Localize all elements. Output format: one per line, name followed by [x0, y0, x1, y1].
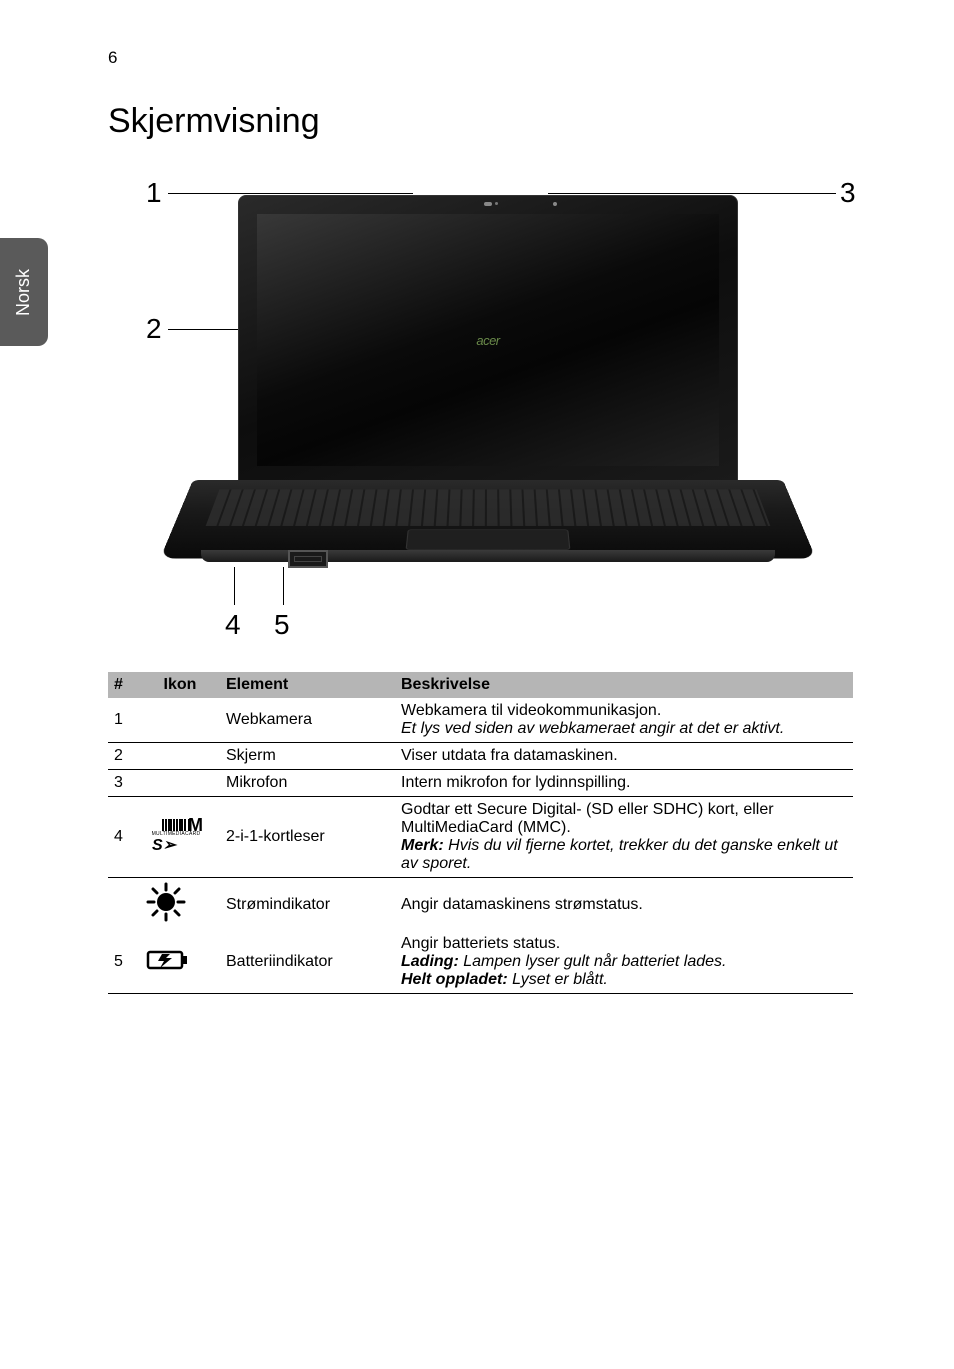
sd-label: S➢	[152, 835, 206, 855]
table-row: Strømindikator Angir datamaskinens strøm…	[108, 878, 853, 932]
cell-element: Strømindikator	[220, 878, 395, 932]
cell-icon: M MULTIMEDIACARD S➢	[140, 797, 220, 878]
desc-note-label: Lading:	[401, 953, 459, 970]
cell-num: 1	[108, 698, 140, 743]
laptop-keyboard-keys	[206, 489, 771, 526]
cell-num	[108, 878, 140, 932]
power-indicator-icon	[146, 909, 186, 926]
laptop-illustration: acer	[193, 195, 783, 595]
acer-logo: acer	[476, 333, 499, 348]
cell-element: Batteriindikator	[220, 931, 395, 994]
callout-line	[168, 193, 413, 194]
cell-num: 4	[108, 797, 140, 878]
language-side-tab: Norsk	[0, 238, 48, 346]
desc-note-label: Helt oppladet:	[401, 971, 508, 988]
cell-desc: Intern mikrofon for lydinnspilling.	[395, 770, 853, 797]
cell-desc: Godtar ett Secure Digital- (SD eller SDH…	[395, 797, 853, 878]
laptop-keyboard-base	[160, 480, 816, 559]
cell-icon	[140, 743, 220, 770]
callout-4: 4	[225, 609, 241, 641]
cell-num: 2	[108, 743, 140, 770]
card-slot-inner	[294, 556, 322, 562]
cell-icon	[140, 931, 220, 994]
table-header-row: # Ikon Element Beskrivelse	[108, 672, 853, 698]
callout-5: 5	[274, 609, 290, 641]
cell-icon	[140, 698, 220, 743]
mmc-sd-icon: M MULTIMEDIACARD S➢	[146, 819, 206, 855]
desc-text: Webkamera til videokommunikasjon.	[401, 702, 661, 719]
desc-note-label: Merk:	[401, 837, 444, 854]
cell-desc: Angir batteriets status. Lading: Lampen …	[395, 931, 853, 994]
components-table: # Ikon Element Beskrivelse 1 Webkamera W…	[108, 672, 853, 994]
desc-note: Et lys ved siden av webkameraet angir at…	[401, 720, 784, 737]
cell-element: Mikrofon	[220, 770, 395, 797]
table-row: 2 Skjerm Viser utdata fra datamaskinen.	[108, 743, 853, 770]
language-side-tab-label: Norsk	[13, 268, 34, 315]
cell-num: 3	[108, 770, 140, 797]
mic-icon	[553, 202, 557, 206]
cell-icon	[140, 770, 220, 797]
laptop-screen-inner: acer	[257, 214, 719, 466]
desc-text: Angir batteriets status.	[401, 935, 560, 952]
cell-num: 5	[108, 931, 140, 994]
cell-element: 2-i-1-kortleser	[220, 797, 395, 878]
th-element: Element	[220, 672, 395, 698]
cell-desc: Webkamera til videokommunikasjon. Et lys…	[395, 698, 853, 743]
cell-element: Webkamera	[220, 698, 395, 743]
desc-note: Lyset er blått.	[508, 971, 608, 988]
callout-2: 2	[146, 313, 162, 345]
th-num: #	[108, 672, 140, 698]
page-number: 6	[108, 48, 117, 68]
callout-line	[548, 193, 836, 194]
desc-note: Hvis du vil fjerne kortet, trekker du de…	[401, 837, 838, 872]
th-icon: Ikon	[140, 672, 220, 698]
laptop-figure: 1 3 2 4 5 acer	[108, 165, 868, 645]
laptop-screen-panel: acer	[238, 195, 738, 485]
table-row: 3 Mikrofon Intern mikrofon for lydinnspi…	[108, 770, 853, 797]
th-desc: Beskrivelse	[395, 672, 853, 698]
table-row: 5 Batteriindikator Angir batteriets stat…	[108, 931, 853, 994]
callout-3: 3	[840, 177, 856, 209]
desc-text: Godtar ett Secure Digital- (SD eller SDH…	[401, 801, 774, 836]
page-title: Skjermvisning	[108, 102, 320, 141]
cell-desc: Viser utdata fra datamaskinen.	[395, 743, 853, 770]
desc-note: Lampen lyser gult når batteriet lades.	[459, 953, 727, 970]
laptop-touchpad	[406, 529, 571, 549]
table-row: 4 M MULTIMEDIACARD S➢ 2-i-1-kortleser Go…	[108, 797, 853, 878]
cell-desc: Angir datamaskinens strømstatus.	[395, 878, 853, 932]
webcam-icon	[484, 202, 492, 206]
callout-1: 1	[146, 177, 162, 209]
card-slot-icon	[288, 550, 328, 568]
cell-element: Skjerm	[220, 743, 395, 770]
cell-icon	[140, 878, 220, 932]
table-row: 1 Webkamera Webkamera til videokommunika…	[108, 698, 853, 743]
battery-indicator-icon	[146, 961, 190, 978]
